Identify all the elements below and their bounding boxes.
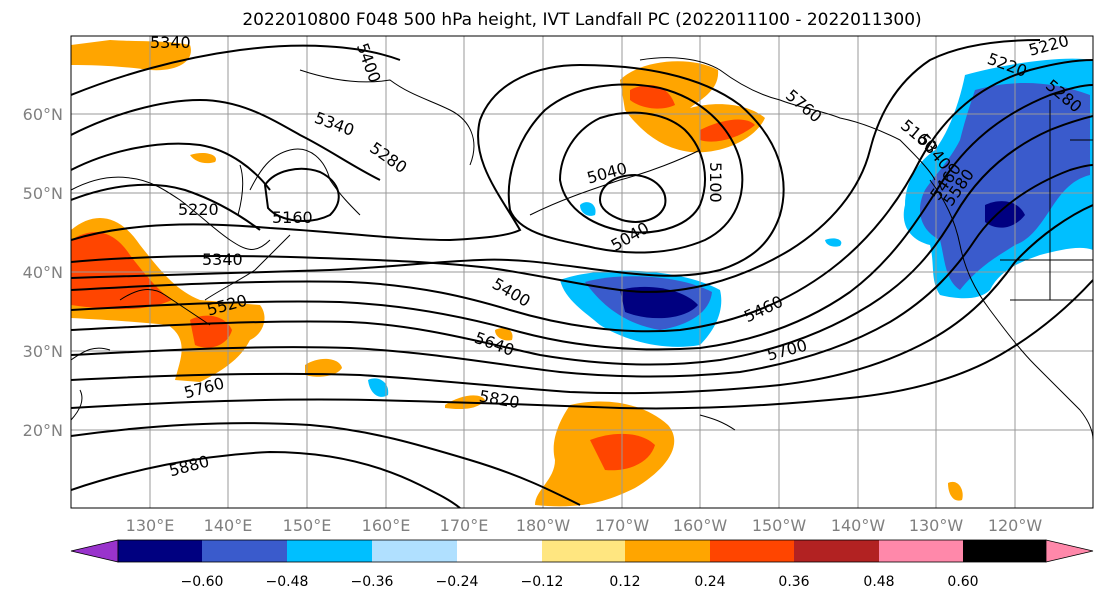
colorbar-extend-low xyxy=(70,539,119,563)
contour-line xyxy=(71,279,1093,410)
contour-label: 5100 xyxy=(706,162,725,203)
shade-pos-small xyxy=(305,358,342,377)
colorbar-tick: −0.60 xyxy=(181,574,224,590)
shade-pos-small xyxy=(495,328,513,341)
lat-label: 30°N xyxy=(23,342,63,361)
colorbar-cell xyxy=(287,540,372,562)
coast-aleutians xyxy=(529,149,701,216)
lon-label: 160°E xyxy=(362,516,411,535)
colorbar-tick: −0.24 xyxy=(436,574,479,590)
colorbar-tick: 0.12 xyxy=(609,574,640,590)
coast-japan xyxy=(204,164,291,301)
contour-line xyxy=(71,164,1093,378)
shade-pos-alaska-inner xyxy=(630,85,675,109)
shade-pos-alaska-inner xyxy=(700,119,755,142)
colorbar-cell xyxy=(710,540,794,562)
contour-line xyxy=(263,167,340,222)
contour-line xyxy=(71,115,1093,366)
contour-line xyxy=(71,39,1041,293)
colorbar-cell xyxy=(879,540,963,562)
lon-label: 120°W xyxy=(988,516,1043,535)
coast-na-west xyxy=(929,179,1093,441)
lat-label: 60°N xyxy=(23,105,63,124)
lat-label: 20°N xyxy=(23,421,63,440)
contour-line xyxy=(71,98,381,181)
height-contours xyxy=(71,39,1093,508)
coast-alaska xyxy=(639,57,936,181)
colorbar-cell xyxy=(457,540,542,562)
contour-line xyxy=(558,111,706,234)
shade-pos-nw xyxy=(71,40,191,71)
lon-label: 140°E xyxy=(204,516,253,535)
contour-label: 5340 xyxy=(150,33,191,52)
lon-label: 170°W xyxy=(595,516,650,535)
colorbar-cell xyxy=(118,540,202,562)
lon-label: 180°W xyxy=(516,516,571,535)
lon-label: 130°W xyxy=(909,516,964,535)
colorbar-tick: 0.36 xyxy=(778,574,809,590)
colorbar-extend-high xyxy=(1045,539,1094,563)
contour-line xyxy=(71,183,261,231)
lon-label: 140°W xyxy=(831,516,886,535)
colorbar-ticks: −0.60 −0.48 −0.36 −0.24 −0.12 0.12 0.24 … xyxy=(181,574,979,590)
shade-neg-small xyxy=(825,238,842,247)
shade-pos-small xyxy=(190,152,216,164)
colorbar-cell xyxy=(794,540,879,562)
contour-line xyxy=(507,83,744,254)
colorbar-cell xyxy=(202,540,287,562)
coastlines xyxy=(71,57,1093,441)
colorbar-tick: −0.36 xyxy=(351,574,394,590)
shade-neg-core xyxy=(620,286,698,319)
contour-line xyxy=(71,142,271,191)
contour-label: 5160 xyxy=(272,208,313,227)
lon-label: 150°W xyxy=(752,516,807,535)
colorbar-cell xyxy=(963,540,1046,562)
colorbar: −0.60 −0.48 −0.36 −0.24 −0.12 0.12 0.24 … xyxy=(70,539,1094,590)
contour-label: 5340 xyxy=(202,250,243,269)
lon-label: 150°E xyxy=(283,516,332,535)
shade-neg-east-mid xyxy=(920,83,1090,291)
colorbar-cell xyxy=(625,540,710,562)
contour-line xyxy=(71,204,1093,395)
colorbar-tick: −0.48 xyxy=(266,574,309,590)
colorbar-tick: 0.60 xyxy=(947,574,978,590)
colorbar-cell xyxy=(542,540,625,562)
contour-line xyxy=(71,422,581,506)
colorbar-cell xyxy=(372,540,457,562)
contour-line xyxy=(71,450,461,508)
contour-line xyxy=(71,59,1093,333)
colorbar-tick: −0.12 xyxy=(521,574,564,590)
shade-pos-small xyxy=(948,481,963,501)
colorbar-tick: 0.48 xyxy=(863,574,894,590)
colorbar-tick: 0.24 xyxy=(694,574,725,590)
coast-asia xyxy=(71,176,271,421)
shade-neg-small xyxy=(368,378,389,397)
coast-na-inland xyxy=(1000,100,1093,301)
figure-title: 2022010800 F048 500 hPa height, IVT Land… xyxy=(242,10,921,30)
lon-label: 170°E xyxy=(440,516,489,535)
lon-labels: 130°E 140°E 150°E 160°E 170°E 180°W 170°… xyxy=(126,516,1043,535)
shade-neg-small xyxy=(580,202,596,216)
coast-siberia xyxy=(299,69,475,166)
map-frame xyxy=(70,35,1094,509)
coast-kamchatka xyxy=(249,148,361,216)
lat-labels: 20°N 30°N 40°N 50°N 60°N xyxy=(23,105,63,440)
lon-label: 130°E xyxy=(126,516,175,535)
contour-label: 5220 xyxy=(178,200,219,219)
contour-line xyxy=(598,173,667,223)
colorbar-cells xyxy=(117,539,1047,563)
coast-hawaii xyxy=(699,414,736,431)
lon-label: 160°W xyxy=(673,516,728,535)
contour-line xyxy=(71,84,1093,351)
contour-line xyxy=(71,44,401,96)
lat-label: 40°N xyxy=(23,263,63,282)
lat-label: 50°N xyxy=(23,184,63,203)
